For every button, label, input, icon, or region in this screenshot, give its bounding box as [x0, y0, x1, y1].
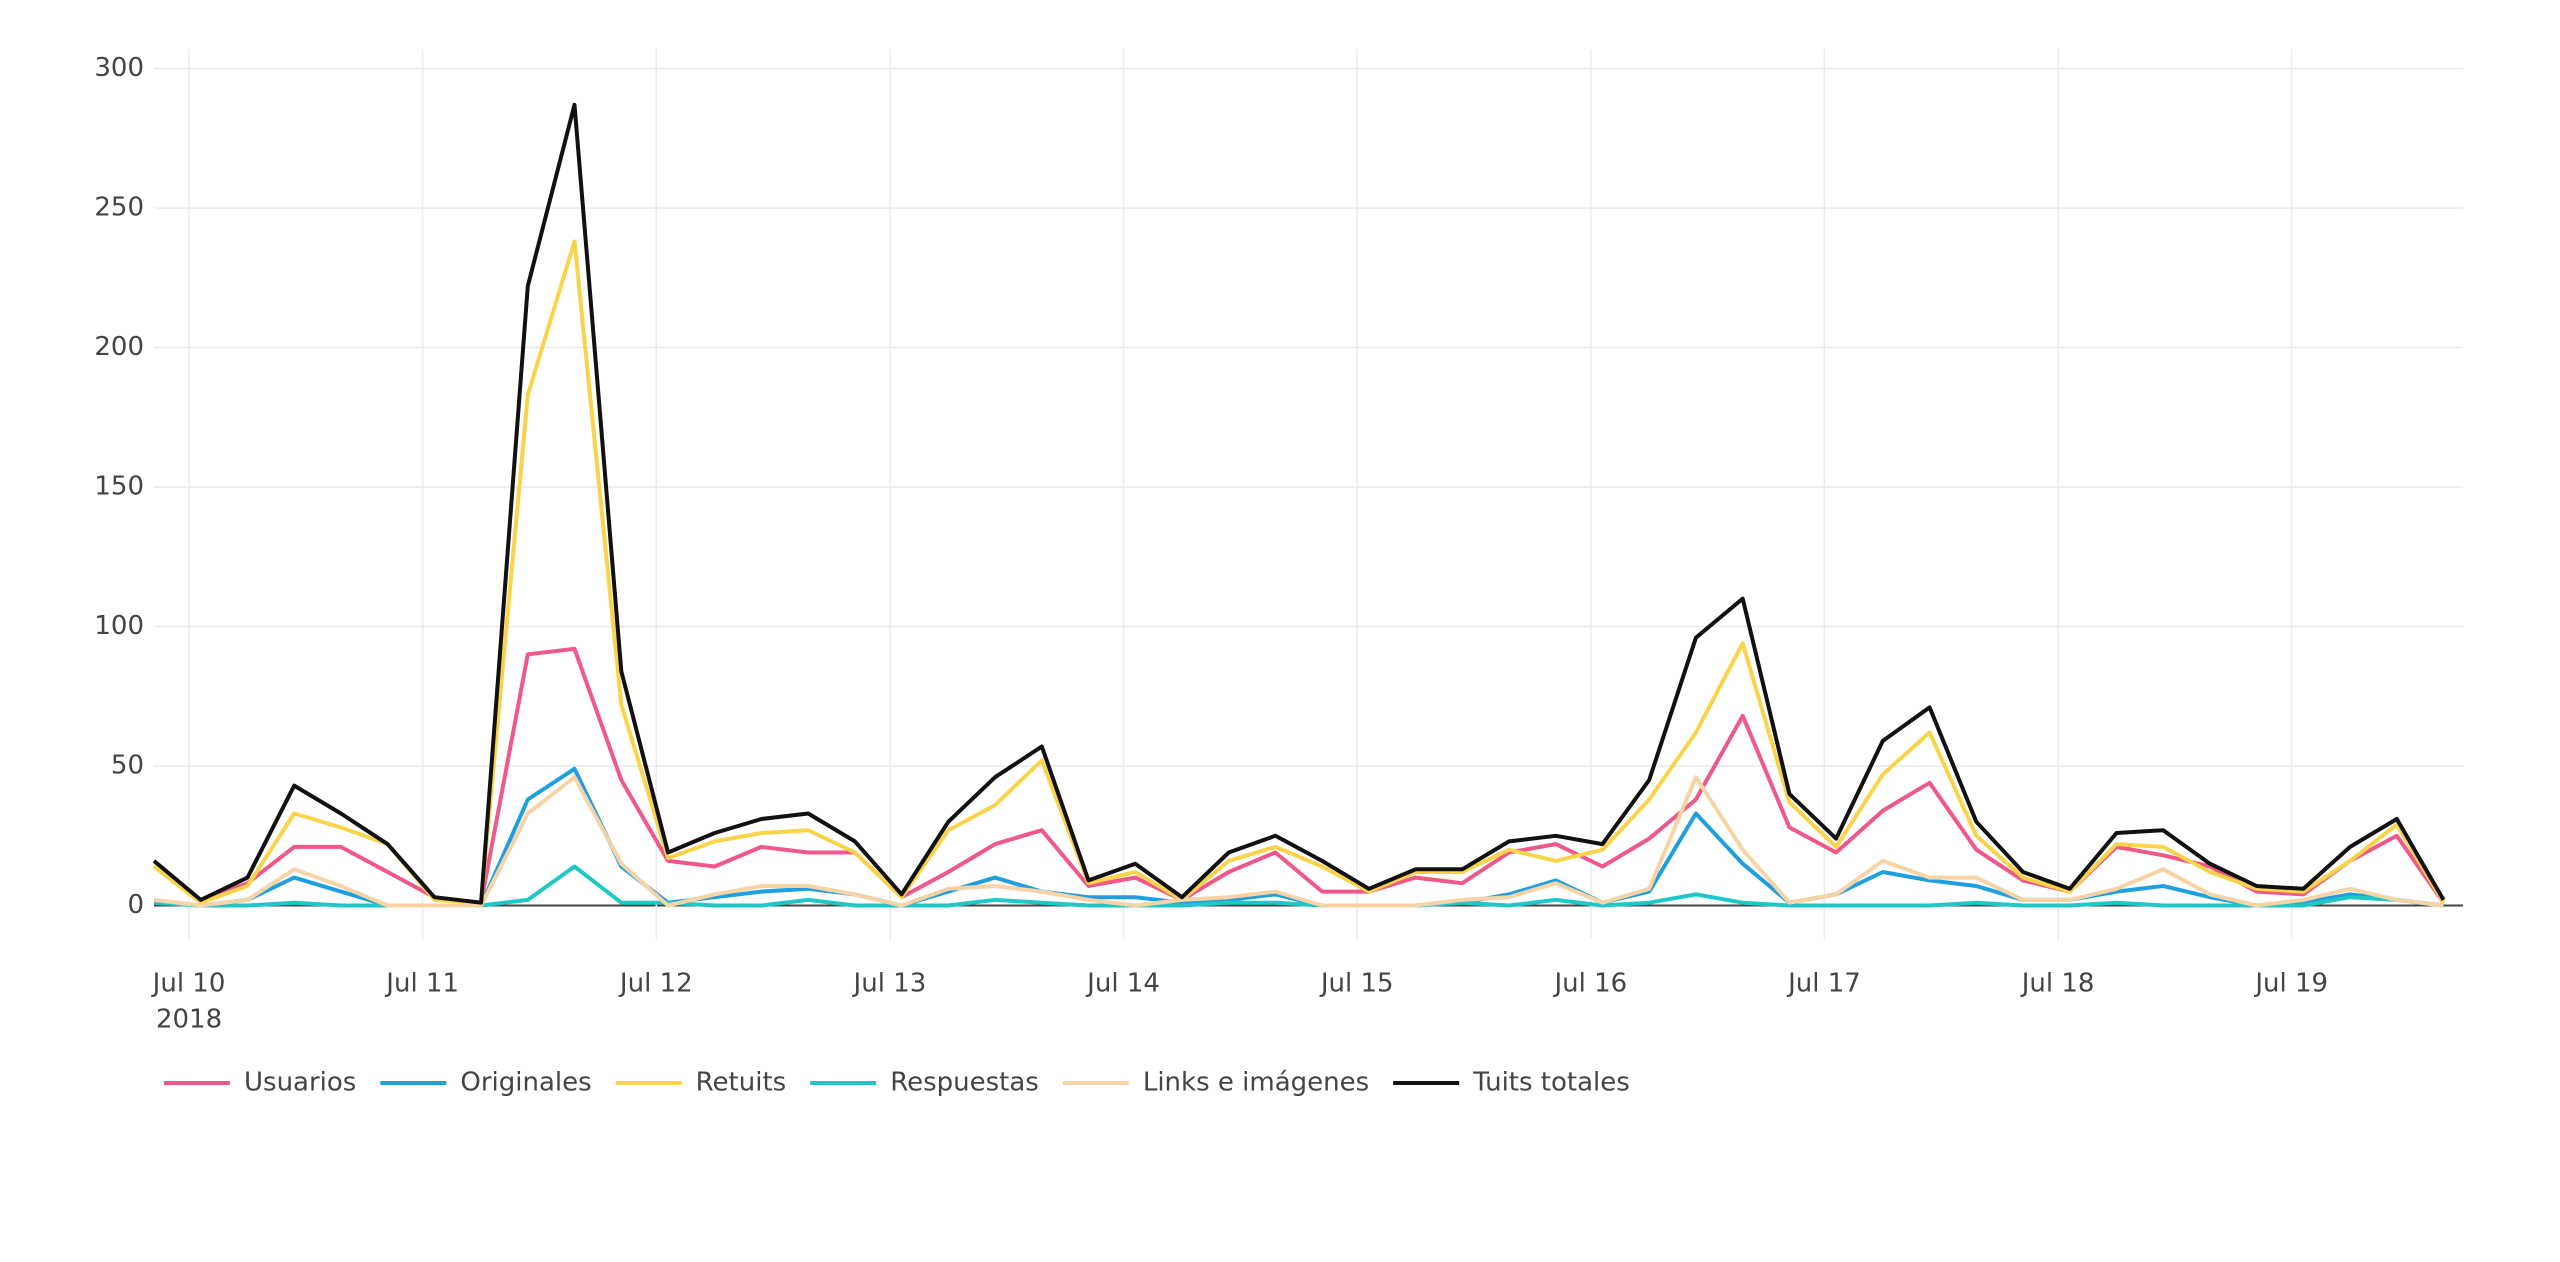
series-line [153, 775, 2444, 908]
y-tick-label: 200 [94, 332, 144, 362]
x-tick-label: Jul 11 [384, 969, 459, 999]
legend-item: Usuarios [164, 1068, 356, 1098]
legend-item: Originales [380, 1068, 592, 1098]
series-line [153, 766, 2444, 908]
legend-label: Links e imágenes [1143, 1068, 1369, 1098]
x-year-label: 2018 [156, 1005, 222, 1035]
series-line [152, 102, 2446, 905]
y-tick-label: 50 [111, 751, 144, 781]
y-tick-label: 0 [127, 890, 144, 920]
legend-item: Respuestas [810, 1068, 1039, 1098]
legend-label: Respuestas [890, 1068, 1039, 1098]
legend-item: Links e imágenes [1062, 1068, 1369, 1098]
y-tick-label: 100 [94, 611, 144, 641]
x-tick-label: Jul 13 [852, 969, 927, 999]
x-tick-label: Jul 15 [1319, 969, 1394, 999]
legend-item: Retuits [615, 1068, 787, 1098]
x-tick-label: Jul 12 [618, 969, 693, 999]
legend-label: Usuarios [244, 1068, 356, 1098]
x-tick-label: Jul 18 [2020, 969, 2095, 999]
legend-label: Retuits [696, 1068, 787, 1098]
y-tick-label: 250 [94, 193, 144, 223]
legend-label: Originales [460, 1068, 591, 1098]
x-tick-label: Jul 10 [151, 969, 226, 999]
x-tick-label: Jul 16 [1552, 969, 1627, 999]
legend-item: Tuits totales [1393, 1068, 1630, 1098]
series-line [153, 864, 2444, 908]
y-tick-label: 150 [94, 472, 144, 502]
x-tick-label: Jul 17 [1786, 969, 1861, 999]
series-line [152, 239, 2446, 905]
x-tick-label: Jul 19 [2253, 969, 2328, 999]
legend-label: Tuits totales [1472, 1068, 1630, 1098]
y-tick-label: 300 [94, 53, 144, 83]
x-tick-label: Jul 14 [1085, 969, 1160, 999]
